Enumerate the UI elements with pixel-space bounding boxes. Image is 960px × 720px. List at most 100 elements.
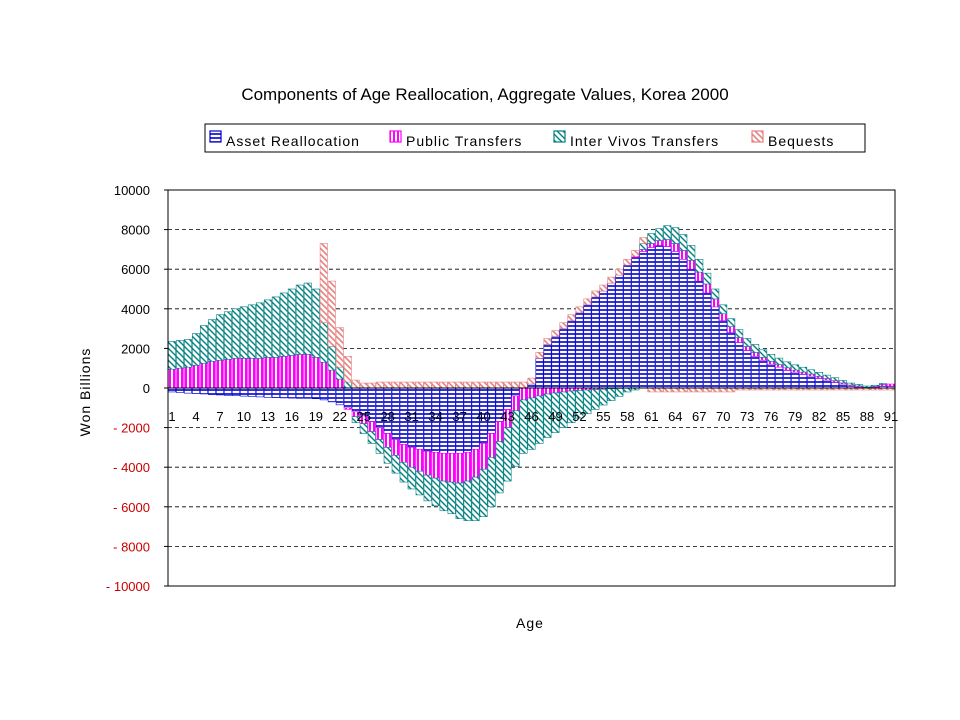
bar-inter-vivos-transfers [871,384,879,387]
bar-asset-reallocation [783,369,792,389]
bar-inter-vivos-transfers [839,380,848,384]
bar-public-transfers [767,360,776,365]
bar-public-transfers [207,360,216,389]
x-tick-label: 64 [668,409,682,424]
x-tick-label: 10 [237,409,251,424]
bar-inter-vivos-transfers [383,447,392,464]
bar-asset-reallocation [735,342,744,389]
bar-bequests [527,377,536,385]
x-tick-label: 49 [548,409,562,424]
bar-asset-reallocation [215,387,224,396]
bar-asset-reallocation [655,245,664,389]
bar-asset-reallocation [623,264,632,389]
bar-public-transfers [407,447,416,468]
bar-inter-vivos-transfers [223,311,232,360]
bar-public-transfers [559,387,568,393]
bar-asset-reallocation [559,328,568,389]
y-tick-label: 8000 [121,223,150,238]
bar-public-transfers [431,452,440,479]
bar-bequests [687,387,696,393]
bar-asset-reallocation [599,290,608,389]
bar-public-transfers [759,357,768,361]
x-tick-label: 13 [261,409,275,424]
bar-public-transfers [439,453,448,482]
bar-asset-reallocation [815,377,824,389]
bar-bequests [383,381,392,389]
bar-public-transfers [176,367,184,389]
x-tick-label: 40 [476,409,490,424]
bar-public-transfers [551,387,560,394]
bar-inter-vivos-transfers [239,306,248,359]
bar-asset-reallocation [711,306,720,389]
bar-inter-vivos-transfers [615,388,624,397]
bar-public-transfers [887,383,895,387]
bar-public-transfers [679,250,688,260]
bar-bequests [463,381,472,389]
bar-public-transfers [455,453,464,484]
y-tick-label: - 6000 [113,500,150,515]
x-tick-label: 7 [216,409,223,424]
bar-bequests [631,250,640,257]
bar-asset-reallocation [551,336,560,389]
bar-asset-reallocation [263,387,272,398]
bar-bequests [671,387,680,393]
bar-asset-reallocation [207,387,216,395]
bar-asset-reallocation [567,320,576,389]
bar-inter-vivos-transfers [879,383,887,385]
bar-public-transfers [783,367,792,371]
bar-bequests [695,387,704,393]
bar-asset-reallocation [199,387,208,395]
y-tick-label: - 8000 [113,539,150,554]
y-tick-label: 6000 [121,262,150,277]
x-tick-label: 61 [644,409,658,424]
bar-bequests [559,322,568,329]
bar-public-transfers [543,387,552,395]
bar-bequests [575,306,584,314]
bar-inter-vivos-transfers [671,227,680,244]
x-tick-label: 16 [285,409,299,424]
bar-asset-reallocation [247,387,256,397]
bar-asset-reallocation [703,292,712,389]
bar-inter-vivos-transfers [215,314,224,361]
bar-asset-reallocation [759,359,768,389]
bar-inter-vivos-transfers [447,481,456,515]
bar-bequests [727,387,736,393]
bar-public-transfers [311,357,320,389]
bar-asset-reallocation [287,387,296,399]
bar-asset-reallocation [647,247,656,389]
bar-inter-vivos-transfers [303,282,312,355]
bar-asset-reallocation [511,387,520,397]
bar-bequests [431,381,440,389]
bar-inter-vivos-transfers [831,377,840,381]
bar-public-transfers [279,356,288,389]
bar-bequests [719,387,728,393]
bar-public-transfers [375,427,384,440]
legend-swatch-asset-reallocation [209,130,222,143]
bar-inter-vivos-transfers [511,410,520,467]
x-tick-label: 46 [524,409,538,424]
bar-bequests [319,243,328,323]
bar-asset-reallocation [255,387,264,398]
bar-inter-vivos-transfers [791,364,800,371]
bar-public-transfers [487,433,496,458]
bar-public-transfers [687,259,696,270]
bar-public-transfers [495,421,504,442]
y-tick-label: 10000 [114,183,150,198]
bar-bequests [535,352,544,359]
bar-asset-reallocation [295,387,304,399]
bar-asset-reallocation [168,387,176,393]
legend-swatch-public-transfers [389,130,402,143]
bar-asset-reallocation [239,387,248,397]
bar-asset-reallocation [767,363,776,389]
bar-inter-vivos-transfers [319,322,328,363]
bar-inter-vivos-transfers [431,477,440,507]
bar-inter-vivos-transfers [735,329,744,338]
bar-asset-reallocation [535,357,544,389]
bar-inter-vivos-transfers [207,319,216,362]
bar-public-transfers [199,362,208,389]
bar-asset-reallocation [191,387,200,394]
bar-inter-vivos-transfers [311,288,320,358]
bar-inter-vivos-transfers [623,387,632,393]
bar-inter-vivos-transfers [439,480,448,512]
bar-asset-reallocation [583,304,592,389]
